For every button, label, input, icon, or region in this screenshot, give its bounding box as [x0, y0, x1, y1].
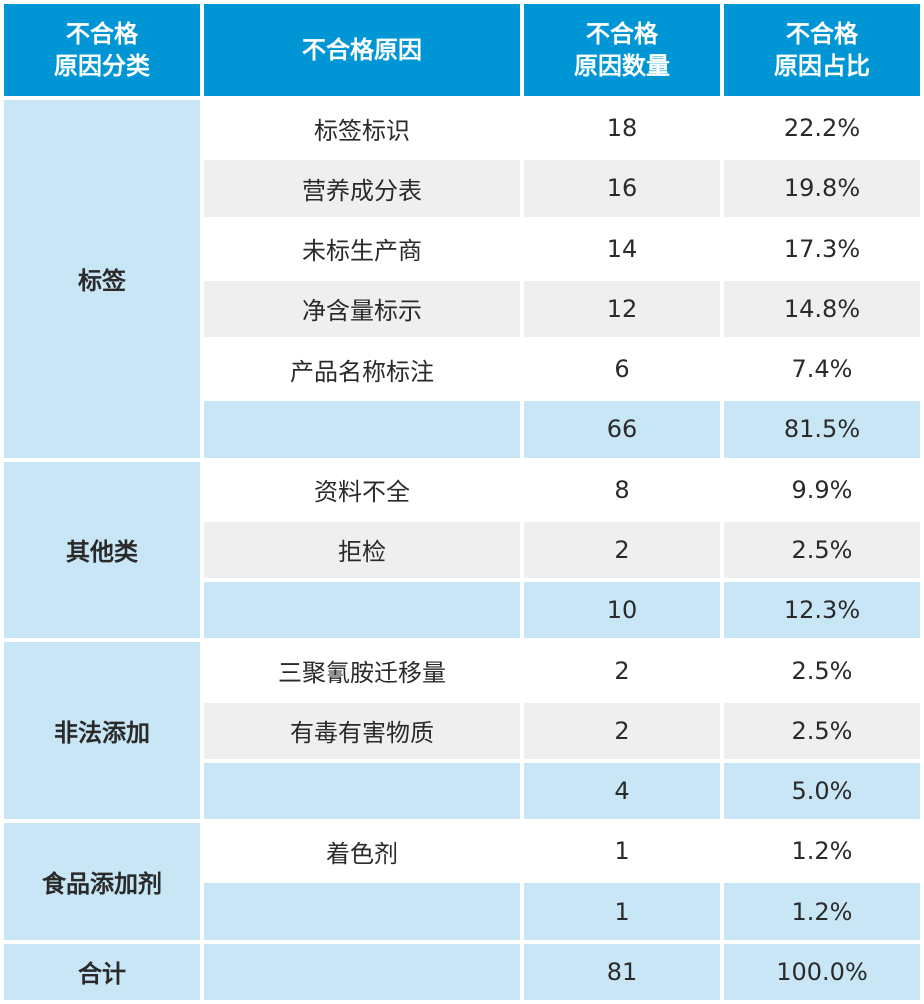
subtotal-count-cell: 66: [524, 401, 720, 458]
subtotal-share-cell: 81.5%: [724, 401, 920, 458]
table-row: 有毒有害物质 2 2.5%: [4, 702, 920, 759]
total-share-cell: 100.0%: [724, 943, 920, 1000]
reason-cell-empty: [204, 883, 520, 940]
table-row: 拒检 2 2.5%: [4, 521, 920, 579]
total-label-cell: 合计: [4, 943, 200, 1000]
share-cell: 19.8%: [724, 160, 920, 217]
share-cell: 7.4%: [724, 341, 920, 398]
subtotal-row: 1 1.2%: [4, 883, 920, 940]
subtotal-row: 4 5.0%: [4, 762, 920, 820]
count-cell: 1: [524, 823, 720, 880]
reason-cell-empty: [204, 762, 520, 820]
count-cell: 6: [524, 341, 720, 398]
reason-cell: 净含量标示: [204, 280, 520, 338]
share-cell: 2.5%: [724, 642, 920, 699]
reason-cell: 营养成分表: [204, 160, 520, 217]
table-row: 标签 标签标识 18 22.2%: [4, 100, 920, 458]
reason-cell: 拒检: [204, 521, 520, 579]
count-cell: 14: [524, 220, 720, 277]
count-cell: 2: [524, 642, 720, 699]
share-cell: 14.8%: [724, 280, 920, 338]
subtotal-count-cell: 1: [524, 883, 720, 940]
category-cell: 其他类: [4, 461, 200, 639]
header-row: 不合格 原因分类 不合格原因 不合格 原因数量 不合格 原因占比: [4, 4, 920, 96]
header-count: 不合格 原因数量: [524, 4, 720, 96]
share-cell: 9.9%: [724, 461, 920, 518]
count-cell: 16: [524, 160, 720, 217]
reason-cell: 三聚氰胺迁移量: [204, 642, 520, 699]
reason-cell: 资料不全: [204, 461, 520, 518]
subtotal-count-cell: 10: [524, 582, 720, 639]
count-cell: 8: [524, 461, 720, 518]
share-cell: 2.5%: [724, 702, 920, 759]
header-share: 不合格 原因占比: [724, 4, 920, 96]
count-cell: 2: [524, 521, 720, 579]
reason-cell: 有毒有害物质: [204, 702, 520, 759]
table-row: 其他类 资料不全 8 9.9%: [4, 461, 920, 639]
reason-cell: 着色剂: [204, 823, 520, 880]
category-cell: 食品添加剂: [4, 823, 200, 940]
subtotal-row: 10 12.3%: [4, 582, 920, 639]
count-cell: 18: [524, 100, 720, 157]
table-row: 非法添加 三聚氰胺迁移量 2 2.5%: [4, 642, 920, 820]
share-cell: 17.3%: [724, 220, 920, 277]
count-cell: 2: [524, 702, 720, 759]
table-row: 食品添加剂 着色剂 1 1.2%: [4, 823, 920, 940]
share-cell: 2.5%: [724, 521, 920, 579]
subtotal-row: 66 81.5%: [4, 401, 920, 458]
table-row: 营养成分表 16 19.8%: [4, 160, 920, 217]
table-row: 产品名称标注 6 7.4%: [4, 341, 920, 398]
total-row: 合计 81 100.0%: [4, 943, 920, 1000]
total-reason-empty: [204, 943, 520, 1000]
total-count-cell: 81: [524, 943, 720, 1000]
category-cell: 标签: [4, 100, 200, 458]
header-reason: 不合格原因: [204, 4, 520, 96]
reason-cell: 标签标识: [204, 100, 520, 157]
reason-cell: 产品名称标注: [204, 341, 520, 398]
table-row: 未标生产商 14 17.3%: [4, 220, 920, 277]
category-cell: 非法添加: [4, 642, 200, 820]
subtotal-share-cell: 1.2%: [724, 883, 920, 940]
reason-cell-empty: [204, 401, 520, 458]
subtotal-share-cell: 12.3%: [724, 582, 920, 639]
subtotal-share-cell: 5.0%: [724, 762, 920, 820]
count-cell: 12: [524, 280, 720, 338]
header-category: 不合格 原因分类: [4, 4, 200, 96]
reason-cell-empty: [204, 582, 520, 639]
share-cell: 22.2%: [724, 100, 920, 157]
share-cell: 1.2%: [724, 823, 920, 880]
reason-cell: 未标生产商: [204, 220, 520, 277]
table-row: 净含量标示 12 14.8%: [4, 280, 920, 338]
subtotal-count-cell: 4: [524, 762, 720, 820]
